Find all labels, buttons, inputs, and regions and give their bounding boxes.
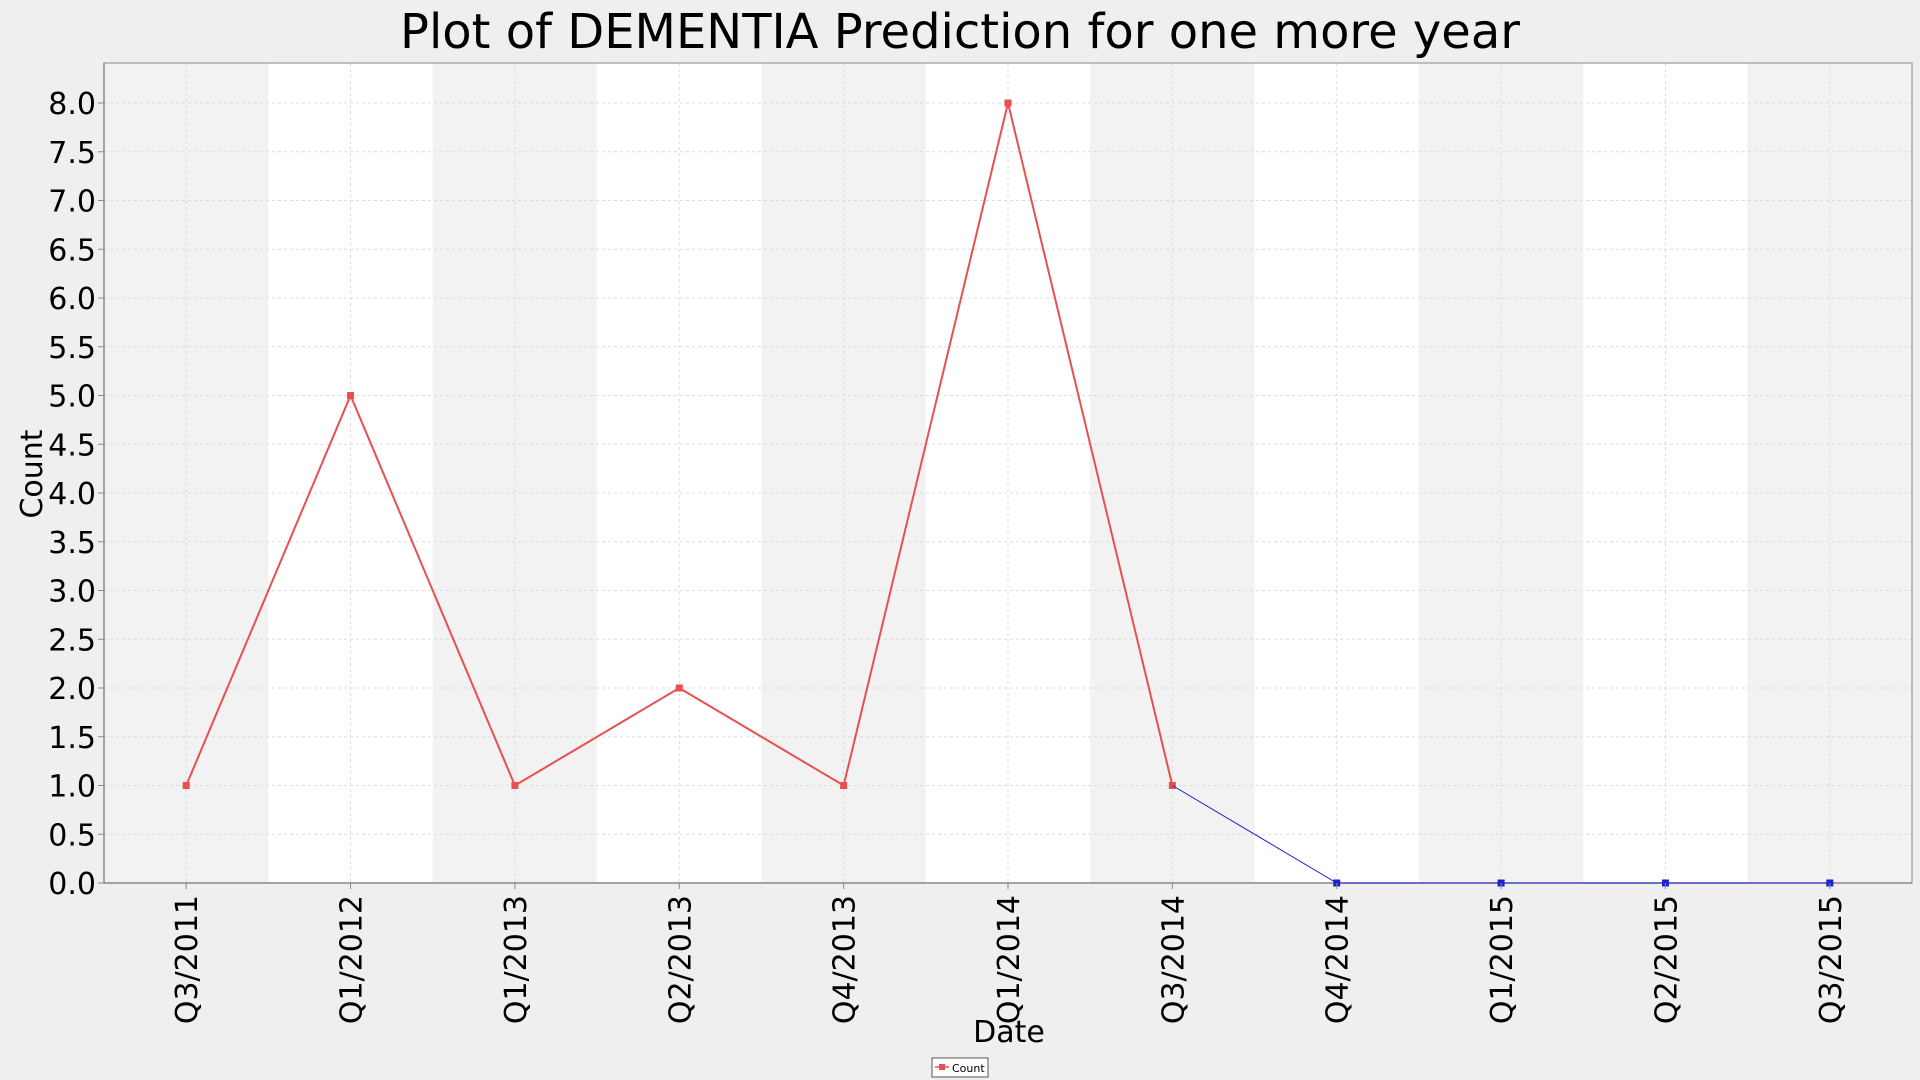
y-tick-label: 7.5 bbox=[48, 136, 96, 171]
y-tick-label: 5.0 bbox=[48, 380, 96, 415]
y-tick-label: 3.5 bbox=[48, 526, 96, 561]
y-tick-label: 2.0 bbox=[48, 672, 96, 707]
y-tick-label: 8.0 bbox=[48, 87, 96, 122]
x-axis-label: Date bbox=[973, 1015, 1045, 1050]
x-tick-label: Q3/2014 bbox=[1156, 895, 1191, 1024]
y-tick-label: 4.0 bbox=[48, 477, 96, 512]
x-tick-label: Q4/2014 bbox=[1321, 895, 1356, 1024]
x-tick-label: Q1/2014 bbox=[992, 895, 1027, 1024]
data-point bbox=[675, 684, 683, 692]
legend-label: Count bbox=[952, 1062, 985, 1075]
x-tick-label: Q1/2015 bbox=[1485, 895, 1520, 1024]
data-point bbox=[182, 782, 190, 789]
data-point bbox=[840, 782, 848, 789]
y-tick-label: 0.5 bbox=[48, 818, 96, 853]
y-tick-label: 7.0 bbox=[48, 185, 96, 220]
y-tick-label: 0.0 bbox=[48, 867, 96, 902]
y-tick-label: 5.5 bbox=[48, 331, 96, 366]
tick-labels: 0.0 0.5 1.0 1.5 2.0 2.5 3.0 3.5 4.0 4.5 5.0 5.5 6.0 6… bbox=[48, 87, 1849, 1024]
x-tick-label: Q2/2015 bbox=[1649, 895, 1684, 1024]
y-tick-label: 1.0 bbox=[48, 770, 96, 805]
legend-box bbox=[931, 1057, 989, 1078]
x-tick-label: Q2/2013 bbox=[663, 895, 698, 1024]
y-axis-label: Count bbox=[15, 429, 50, 518]
data-point bbox=[347, 392, 355, 399]
y-tick-label: 4.5 bbox=[48, 428, 96, 463]
legend-swatch-marker bbox=[939, 1064, 945, 1070]
x-tick-label: Q1/2012 bbox=[335, 895, 370, 1024]
y-tick-label: 1.5 bbox=[48, 721, 96, 756]
y-tick-label: 2.5 bbox=[48, 623, 96, 658]
chart-title: Plot of DEMENTIA Prediction for one more… bbox=[400, 4, 1520, 60]
data-point bbox=[511, 782, 519, 789]
data-point bbox=[1004, 99, 1012, 107]
x-tick-label: Q4/2013 bbox=[828, 895, 863, 1024]
y-tick-label: 6.5 bbox=[48, 233, 96, 268]
legend: Count bbox=[931, 1057, 989, 1078]
y-tick-label: 6.0 bbox=[48, 282, 96, 317]
x-tick-label: Q1/2013 bbox=[499, 895, 534, 1024]
x-tick-label: Q3/2015 bbox=[1814, 895, 1849, 1024]
y-tick-label: 3.0 bbox=[48, 575, 96, 610]
x-tick-label: Q3/2011 bbox=[170, 895, 205, 1024]
